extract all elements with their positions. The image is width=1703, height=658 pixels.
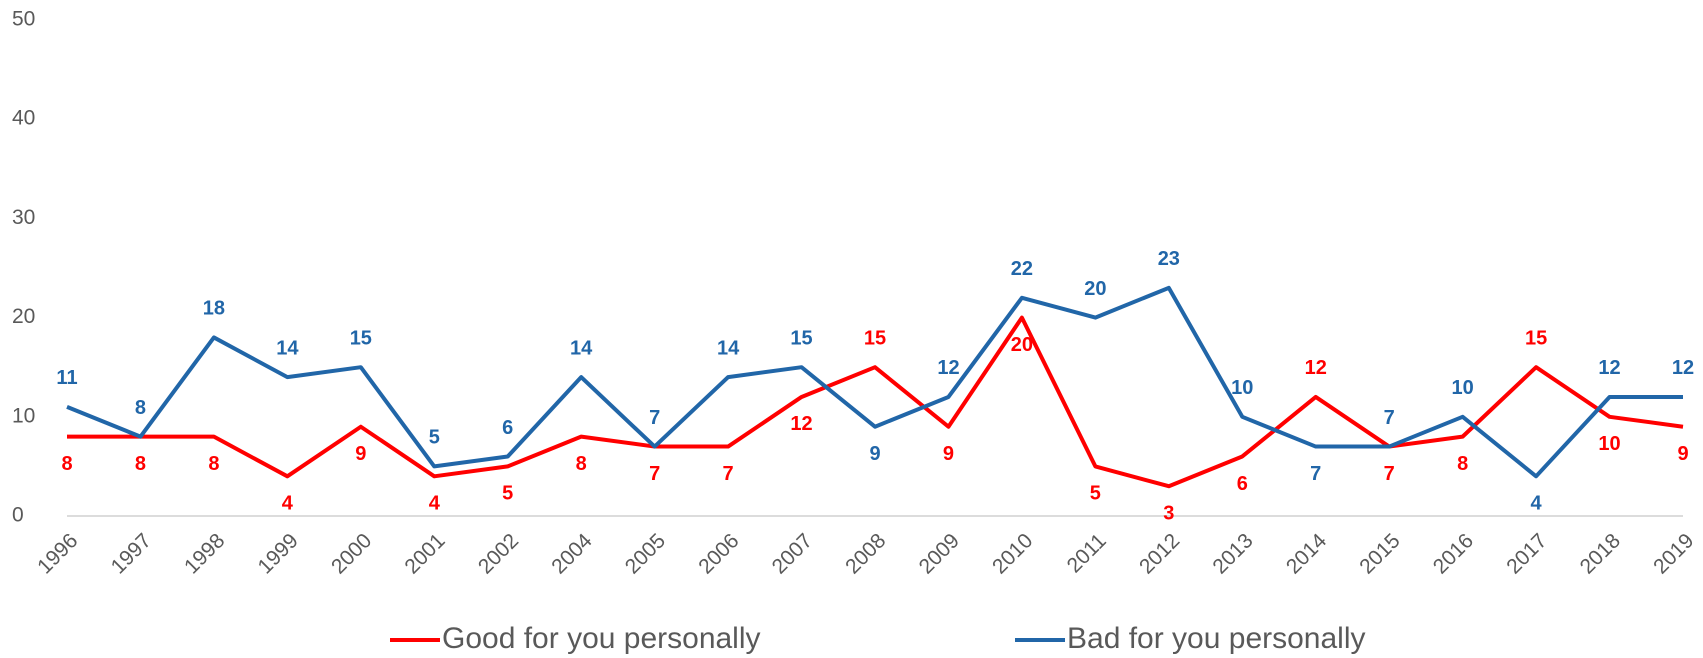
- data-label: 6: [502, 417, 513, 439]
- data-label: 4: [282, 493, 294, 515]
- series-line: [66, 285, 1683, 479]
- x-tick-label: 2010: [988, 529, 1037, 578]
- data-label: 20: [1011, 334, 1033, 356]
- x-tick-label: 2005: [621, 529, 670, 578]
- data-label: 14: [570, 337, 593, 359]
- data-label: 15: [864, 327, 886, 349]
- data-label: 7: [723, 463, 734, 485]
- series-line: [67, 315, 1684, 489]
- legend-label: Bad for you personally: [1067, 622, 1366, 655]
- data-label: 11: [56, 367, 77, 389]
- x-tick-label: 2008: [841, 529, 890, 578]
- x-tick-label: 1997: [107, 529, 156, 578]
- data-label: 12: [790, 413, 812, 435]
- data-label: 9: [355, 443, 366, 465]
- x-tick-label: 2017: [1502, 529, 1551, 578]
- data-label: 5: [502, 483, 513, 505]
- x-tick-label: 2011: [1063, 529, 1111, 577]
- x-tick-label: 1996: [33, 529, 82, 578]
- x-tick-label: 2013: [1208, 529, 1257, 578]
- x-tick-label: 2000: [327, 529, 376, 578]
- data-label: 5: [1090, 483, 1101, 505]
- y-tick-label: 0: [12, 504, 24, 527]
- data-label: 8: [1457, 453, 1468, 475]
- y-tick-label: 20: [12, 305, 35, 328]
- data-label: 7: [649, 407, 660, 429]
- data-label: 9: [1677, 443, 1688, 465]
- data-label: 10: [1231, 377, 1253, 399]
- data-label: 12: [937, 357, 959, 379]
- data-label: 8: [135, 397, 146, 419]
- data-label: 10: [1452, 377, 1474, 399]
- data-label: 9: [943, 443, 954, 465]
- data-label: 8: [61, 453, 72, 475]
- data-label: 4: [1531, 493, 1543, 515]
- x-tick-label: 2004: [547, 529, 597, 579]
- x-tick-label: 1998: [180, 529, 229, 578]
- data-label: 9: [869, 443, 880, 465]
- data-label: 18: [203, 298, 225, 320]
- data-label: 6: [1237, 473, 1248, 495]
- y-tick-label: 40: [12, 107, 35, 130]
- data-label: 15: [350, 327, 372, 349]
- data-label: 7: [649, 463, 660, 485]
- data-label: 14: [276, 337, 299, 359]
- data-label: 7: [1310, 463, 1321, 485]
- data-label: 8: [135, 453, 146, 475]
- data-label: 12: [1305, 357, 1327, 379]
- x-tick-label: 2014: [1282, 529, 1332, 579]
- data-label: 7: [1384, 463, 1395, 485]
- x-tick-label: 2015: [1355, 529, 1404, 578]
- legend-label: Good for you personally: [442, 622, 761, 655]
- y-tick-label: 30: [12, 206, 35, 229]
- data-label: 15: [790, 327, 812, 349]
- x-tick-label: 2006: [694, 529, 743, 578]
- data-label: 4: [429, 493, 441, 515]
- data-label: 10: [1598, 433, 1620, 455]
- data-label: 8: [208, 453, 219, 475]
- x-tick-label: 2009: [915, 529, 964, 578]
- x-tick-label: 2016: [1429, 529, 1478, 578]
- data-label: 7: [1384, 407, 1395, 429]
- x-tick-label: 2002: [474, 529, 523, 578]
- x-tick-label: 2007: [768, 529, 817, 578]
- x-tick-label: 1999: [254, 529, 303, 578]
- data-label: 5: [429, 427, 440, 449]
- data-label: 3: [1163, 503, 1174, 525]
- y-tick-label: 50: [12, 8, 35, 31]
- x-tick-label: 2012: [1135, 529, 1184, 578]
- data-label: 15: [1525, 327, 1547, 349]
- data-label: 8: [576, 453, 587, 475]
- x-tick-label: 2001: [400, 529, 449, 578]
- data-label: 14: [717, 337, 740, 359]
- x-tick-label: 2018: [1576, 529, 1625, 578]
- data-label: 22: [1011, 258, 1033, 280]
- y-tick-label: 10: [12, 404, 35, 427]
- data-label: 20: [1084, 278, 1106, 300]
- x-tick-label: 2019: [1649, 529, 1698, 578]
- data-label: 12: [1598, 357, 1620, 379]
- data-label: 23: [1158, 248, 1180, 270]
- data-label: 12: [1672, 357, 1694, 379]
